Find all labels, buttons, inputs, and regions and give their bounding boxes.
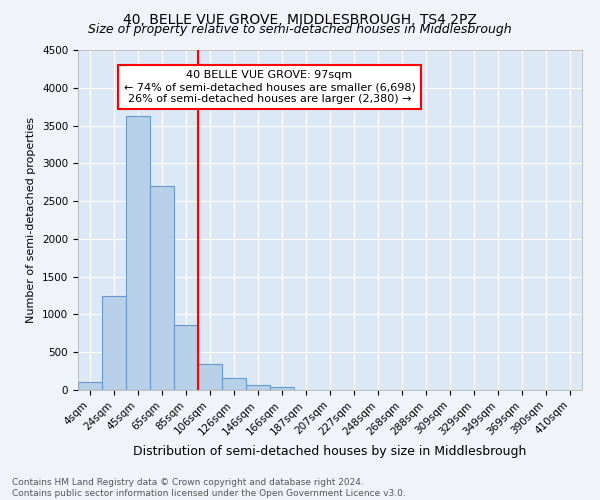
Bar (126, 116, 150, 390)
Bar (102, 296, 126, 390)
Y-axis label: Number of semi-detached properties: Number of semi-detached properties (26, 117, 37, 323)
Text: 40 BELLE VUE GROVE: 97sqm
← 74% of semi-detached houses are smaller (6,698)
26% : 40 BELLE VUE GROVE: 97sqm ← 74% of semi-… (124, 70, 415, 104)
Bar (270, 387, 294, 390)
X-axis label: Distribution of semi-detached houses by size in Middlesbrough: Distribution of semi-detached houses by … (133, 445, 527, 458)
Bar (174, 325, 198, 390)
Bar (78, 382, 102, 390)
Bar (246, 386, 270, 390)
Bar (198, 364, 222, 390)
Bar (222, 378, 246, 390)
Bar (150, 186, 174, 390)
Text: Contains HM Land Registry data © Crown copyright and database right 2024.
Contai: Contains HM Land Registry data © Crown c… (12, 478, 406, 498)
Text: Size of property relative to semi-detached houses in Middlesbrough: Size of property relative to semi-detach… (88, 22, 512, 36)
Text: 40, BELLE VUE GROVE, MIDDLESBROUGH, TS4 2PZ: 40, BELLE VUE GROVE, MIDDLESBROUGH, TS4 … (123, 12, 477, 26)
